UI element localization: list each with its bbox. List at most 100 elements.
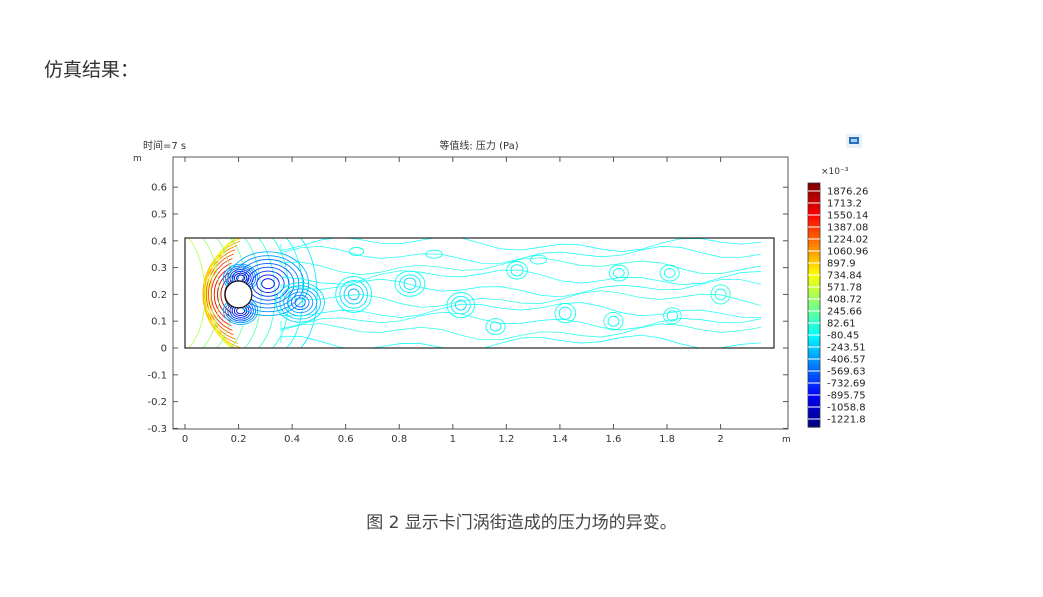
colorbar-level-label: 1876.26: [827, 187, 868, 198]
contour-line: [202, 238, 220, 348]
colorbar-segment: [808, 277, 820, 282]
colorbar-segment: [808, 265, 820, 269]
colorbar-segment: [808, 259, 820, 263]
figure-caption: 图 2 显示卡门涡街造成的压力场的异变。: [366, 513, 677, 533]
colorbar-segment: [808, 247, 820, 251]
colorbar-segment: [808, 375, 820, 379]
colorbar-level-label: -1058.8: [827, 403, 866, 414]
cylinder-obstacle: [224, 280, 253, 309]
colorbar-segment: [808, 207, 820, 212]
contour-line: [710, 284, 731, 305]
y-tick-label: 0.2: [151, 290, 167, 301]
colorbar-segment: [808, 295, 820, 300]
contour-line: [666, 310, 678, 322]
contour-figure: 时间=7 s 等值线: 压力 (Pa) m m ×10⁻³ 0 0.2 0.4 0.6…: [131, 132, 871, 450]
colorbar-segment: [808, 253, 820, 257]
y-tick-label: -0.1: [147, 370, 167, 381]
colorbar-segment: [808, 289, 820, 294]
contour-line: [231, 255, 305, 313]
colorbar-segment: [808, 329, 820, 334]
colorbar-segment: [808, 317, 820, 321]
colorbar-level-label: 734.84: [827, 271, 862, 282]
colorbar-level-label: -569.63: [827, 367, 866, 378]
colorbar-segment: [808, 378, 820, 382]
colorbar-level-label: -406.57: [827, 355, 866, 366]
plot-export-icon[interactable]: [846, 134, 862, 148]
colorbar-level-label: 82.61: [827, 319, 856, 330]
colorbar-segment: [808, 323, 820, 327]
colorbar-level-label: 897.9: [827, 259, 856, 270]
contour-line: [280, 323, 762, 341]
contour-line: [287, 291, 314, 314]
colorbar-segment: [808, 198, 820, 202]
colorbar-level-label: -243.51: [827, 343, 866, 354]
contour-line: [210, 238, 237, 348]
colorbar-level-label: -895.75: [827, 391, 866, 402]
contour-line: [256, 274, 280, 293]
colorbar-segment: [808, 402, 820, 407]
contour-line: [607, 315, 620, 327]
contour-line: [280, 257, 762, 275]
contour-plot: 时间=7 s 等值线: 压力 (Pa) m m ×10⁻³ 0 0.2 0.4 0.6…: [133, 134, 868, 445]
contour-line: [258, 238, 276, 348]
contour-line: [403, 277, 417, 290]
x-tick-label: 2: [717, 434, 723, 445]
plot-frame: [172, 156, 789, 430]
contour-line: [236, 274, 246, 282]
colorbar-segment: [808, 387, 820, 391]
contour-line: [188, 238, 206, 348]
colorbar-segment: [808, 314, 820, 318]
x-tick-label: 1.4: [552, 434, 568, 445]
colorbar-segment: [808, 192, 820, 196]
contour-line: [208, 258, 233, 331]
contour-line: [280, 290, 762, 308]
y-tick-label: 0.1: [151, 317, 167, 328]
contour-line: [399, 274, 421, 293]
contour-line: [343, 284, 364, 305]
contour-line: [659, 264, 680, 282]
colorbar-segment: [808, 414, 820, 419]
y-tick-label: 0.5: [151, 210, 167, 221]
colorbar-segment: [808, 341, 820, 346]
colorbar-segment: [808, 240, 820, 245]
colorbar-segment: [808, 244, 820, 248]
contour-line: [348, 247, 365, 256]
colorbar-segment: [808, 219, 820, 224]
contour-line: [280, 302, 762, 318]
contour-line: [663, 307, 682, 325]
y-tick-label: -0.2: [147, 397, 167, 408]
colorbar-segment: [808, 210, 820, 215]
x-tick-label: 0: [182, 434, 188, 445]
colorbar-level-label: 571.78: [827, 283, 862, 294]
colorbar-segment: [808, 344, 820, 349]
contour-line: [663, 268, 676, 278]
contour-line: [213, 266, 232, 322]
colorbar-level-label: 1713.2: [827, 199, 862, 210]
colorbar-segment: [808, 359, 820, 364]
colorbar-segment: [808, 228, 820, 233]
colorbar-segment: [808, 362, 820, 367]
contour-line: [558, 306, 572, 320]
colorbar-segment: [808, 231, 820, 236]
section-heading: 仿真结果：: [44, 59, 140, 81]
contour-line: [506, 261, 528, 280]
colorbar-segment: [808, 390, 820, 395]
x-tick-label: 1.6: [606, 434, 622, 445]
colorbar-segment: [808, 420, 820, 425]
colorbar-segment: [808, 335, 820, 340]
contour-line: [244, 238, 262, 348]
colorbar-segment: [808, 305, 820, 309]
contour-line: [554, 303, 577, 324]
x-tick-label: 0.4: [284, 434, 300, 445]
contour-line: [608, 264, 629, 282]
y-tick-label: -0.3: [147, 424, 167, 435]
contour-line: [280, 238, 762, 252]
contour-line: [485, 318, 506, 336]
contour-line: [261, 278, 275, 290]
x-tick-label: 0.2: [231, 434, 247, 445]
colorbar-segment: [808, 204, 820, 208]
colorbar: 1876.261713.21550.141387.081224.021060.9…: [807, 182, 868, 428]
x-tick-label: 1.2: [498, 434, 514, 445]
x-tick-label: 1.8: [659, 434, 675, 445]
colorbar-segment: [808, 301, 820, 306]
